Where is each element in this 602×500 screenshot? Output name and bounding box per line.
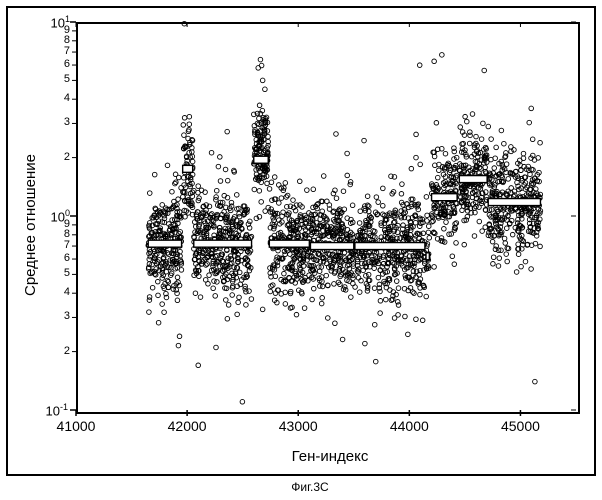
ytick-label-10e-1: 10-1 bbox=[40, 402, 68, 418]
ytick-minor-label: 4 bbox=[46, 286, 70, 298]
ytick-minor-label: 6 bbox=[46, 252, 70, 264]
ytick-minor-label: 7 bbox=[46, 239, 70, 251]
scatter-points bbox=[146, 21, 543, 404]
xtick-label: 45000 bbox=[490, 418, 550, 434]
xtick-label: 42000 bbox=[157, 418, 217, 434]
ytick-minor-label: 5 bbox=[46, 73, 70, 85]
ytick-minor-label: 9 bbox=[46, 24, 70, 36]
y-axis-label: Среднее отношение bbox=[22, 154, 39, 296]
xtick-label: 43000 bbox=[268, 418, 328, 434]
xtick-label: 41000 bbox=[46, 418, 106, 434]
ytick-minor-label: 3 bbox=[46, 310, 70, 322]
ytick-minor-label: 6 bbox=[46, 58, 70, 70]
ytick-minor-label: 2 bbox=[46, 151, 70, 163]
xtick-label: 44000 bbox=[379, 418, 439, 434]
ytick-minor-label: 4 bbox=[46, 92, 70, 104]
figure-caption: Фиг.3C bbox=[270, 480, 350, 494]
ytick-minor-label: 2 bbox=[46, 345, 70, 357]
ytick-minor-label: 3 bbox=[46, 116, 70, 128]
ytick-minor-label: 7 bbox=[46, 45, 70, 57]
ytick-minor-label: 5 bbox=[46, 267, 70, 279]
x-axis-label: Ген-индекс bbox=[250, 448, 410, 465]
ytick-minor-label: 9 bbox=[46, 218, 70, 230]
